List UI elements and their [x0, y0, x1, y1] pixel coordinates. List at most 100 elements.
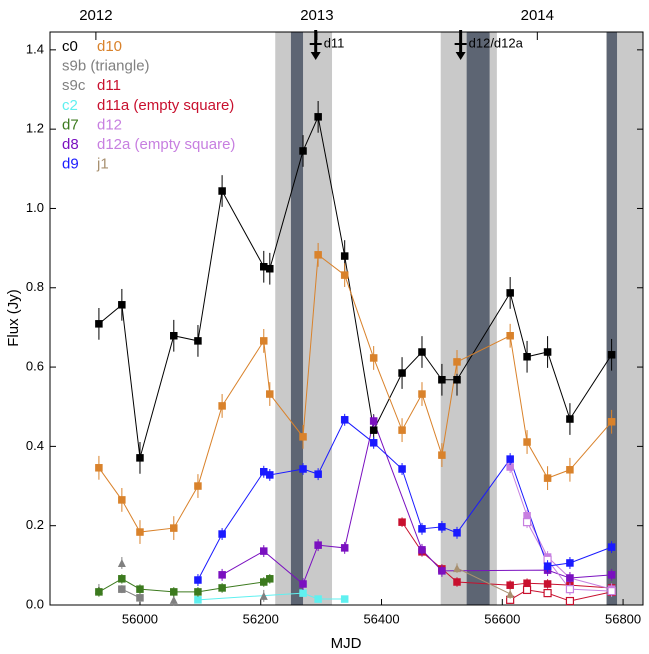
series-line [526, 521, 612, 592]
shaded-band [275, 32, 333, 605]
data-point [607, 351, 616, 359]
data-point [438, 523, 446, 531]
data-point [543, 348, 552, 356]
data-point [218, 187, 226, 195]
data-point [170, 524, 178, 532]
data-point [607, 571, 616, 579]
data-point [299, 147, 307, 155]
y-axis-label: Flux (Jy) [5, 289, 22, 347]
data-point [543, 589, 552, 598]
series-line [98, 115, 613, 459]
data-point [117, 558, 126, 567]
data-point [607, 587, 616, 596]
data-point [314, 113, 322, 121]
data-point [299, 589, 307, 597]
data-point [453, 376, 461, 384]
data-point [453, 564, 462, 573]
data-point [398, 518, 406, 526]
data-point [218, 402, 226, 410]
data-point [194, 596, 202, 604]
data-point [194, 588, 202, 596]
data-point [218, 571, 226, 579]
annotation-label: d11 [324, 35, 345, 50]
data-point [314, 595, 322, 603]
data-point [523, 438, 531, 446]
data-point [118, 301, 126, 309]
legend-entry: s9c [62, 77, 86, 94]
legend-entry: j1 [96, 156, 109, 173]
data-point [543, 562, 552, 570]
data-point [194, 576, 202, 584]
data-point [522, 585, 532, 595]
data-point [453, 578, 461, 586]
legend-entry: d12a (empty square) [97, 136, 235, 153]
x-tick-label: 56200 [243, 611, 279, 626]
x-axis-label: MJD [331, 635, 362, 652]
data-point [607, 418, 616, 426]
data-point [369, 426, 378, 434]
data-point [566, 415, 574, 423]
data-point [340, 271, 349, 279]
data-point [260, 337, 268, 345]
data-point [170, 588, 178, 596]
data-point [369, 354, 378, 362]
data-point [418, 348, 426, 356]
data-point [398, 369, 406, 377]
data-point [418, 390, 426, 398]
data-point [543, 474, 552, 482]
y-tick-label: 1.0 [26, 200, 44, 215]
data-point [299, 465, 307, 473]
data-point [170, 331, 178, 340]
legend-entry: d9 [62, 156, 79, 173]
data-point [543, 580, 552, 588]
data-point [299, 580, 307, 588]
data-point [438, 376, 446, 384]
y-tick-label: 1.2 [26, 121, 44, 136]
data-point [607, 543, 616, 551]
data-point [565, 596, 575, 606]
series-line [401, 521, 612, 589]
y-tick-label: 0.8 [26, 279, 44, 294]
data-point [95, 464, 103, 472]
data-point [506, 331, 514, 340]
data-point [506, 589, 515, 598]
series-line [456, 567, 511, 595]
data-point [260, 547, 268, 555]
data-point [522, 518, 532, 527]
data-point [266, 471, 274, 479]
data-point [194, 482, 202, 490]
x-tick-label: 56400 [363, 611, 399, 626]
data-point [340, 252, 349, 260]
data-point [136, 594, 144, 602]
data-point [453, 358, 461, 366]
data-point [506, 581, 514, 589]
x2-tick-label: 2014 [521, 7, 554, 24]
y-tick-label: 1.4 [26, 41, 44, 56]
legend-entry: d11a (empty square) [97, 97, 234, 114]
y-tick-label: 0.0 [26, 596, 44, 611]
data-point [418, 525, 426, 533]
data-point [506, 455, 514, 463]
data-point [95, 588, 103, 596]
annotation-label: d12/d12a [469, 35, 524, 50]
data-point [453, 529, 461, 537]
data-point [438, 567, 446, 575]
data-point [314, 470, 322, 478]
legend-entry: d7 [62, 116, 79, 133]
data-point [340, 544, 349, 552]
x-tick-label: 56800 [605, 611, 641, 626]
data-point [566, 574, 574, 582]
legend-entry: d11 [97, 77, 121, 94]
data-point [418, 546, 426, 554]
data-point [136, 454, 144, 462]
legend-entry: d8 [62, 136, 79, 153]
data-point [398, 426, 406, 434]
legend-entry: c2 [62, 97, 78, 114]
data-point [566, 466, 574, 474]
y-tick-label: 0.2 [26, 517, 44, 532]
data-point [259, 591, 268, 600]
legend-entry: c0 [62, 38, 78, 55]
data-point [523, 579, 531, 587]
x2-tick-label: 2013 [300, 7, 333, 24]
